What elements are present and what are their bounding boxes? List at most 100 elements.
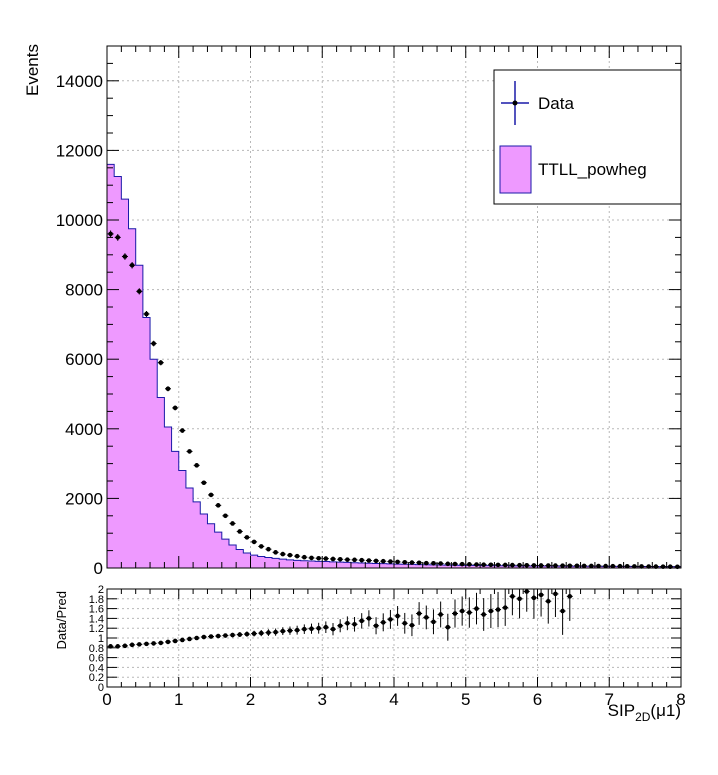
ratio-point-31 [330,623,337,636]
x-tick-label: 7 [605,690,614,709]
data-point-37 [373,558,380,564]
data-point-marker [165,386,171,392]
main-y-tick-label: 10000 [56,211,103,230]
data-point-55 [502,562,509,568]
x-tick-label: 2 [246,690,255,709]
ratio-point-marker [180,637,185,643]
data-point-marker [187,449,192,454]
mc-bin-32 [337,562,344,568]
ratio-point-marker [445,624,451,630]
data-point-49 [459,561,466,567]
data-point-marker [366,558,372,563]
ratio-point-37 [373,617,380,635]
ratio-point-marker [395,613,400,619]
data-point-50 [466,562,473,567]
ratio-point-57 [516,589,523,619]
data-point-marker [596,563,601,569]
data-point-24 [279,551,286,557]
ratio-point-9 [172,638,179,644]
ratio-point-marker [273,629,278,635]
ratio-point-marker [158,640,164,646]
data-point-14 [208,492,215,498]
data-point-marker [452,561,458,567]
x-axis-label-suffix: (μ1) [650,701,681,720]
mc-bin-11 [186,488,193,568]
data-point-62 [552,563,559,568]
data-point-8 [164,386,171,392]
ratio-point-marker [431,619,436,625]
ratio-point-marker [438,612,443,617]
ratio-point-44 [423,605,430,630]
main-plot-panel: 0 2000 4000 6000 8000 10000 12000 14000 Events [23,44,682,578]
ratio-point-39 [387,609,394,629]
legend-entry-data: Data [501,81,574,125]
data-point-65 [573,563,580,569]
mc-bin-24 [279,559,286,568]
data-points-group [107,230,681,570]
x-tick-label: 6 [533,690,542,709]
data-point-marker [287,552,293,558]
ratio-point-15 [215,633,222,639]
data-point-0 [107,230,114,238]
data-point-marker [495,562,501,568]
ratio-point-54 [495,591,502,628]
main-y-tick-label: 14000 [56,72,103,91]
data-point-marker [488,562,494,568]
data-point-51 [473,562,480,567]
ratio-point-marker [545,598,551,604]
ratio-point-marker [481,612,486,617]
ratio-point-marker [524,589,530,594]
data-point-marker [151,341,156,346]
data-point-57 [516,562,523,568]
data-point-marker [610,563,616,569]
ratio-point-30 [322,621,329,634]
data-point-31 [330,556,337,562]
data-point-60 [538,563,545,568]
data-point-marker [280,551,286,557]
ratio-point-43 [416,602,423,625]
ratio-point-marker [151,641,156,646]
mc-bin-34 [351,563,358,568]
data-point-30 [322,556,329,561]
data-point-54 [495,562,502,568]
ratio-point-51 [473,592,480,625]
main-y-axis-label: Events [23,44,42,96]
data-point-marker [624,563,630,569]
data-point-70 [609,563,616,569]
ratio-point-3 [129,642,136,648]
ratio-point-64 [566,589,573,621]
data-point-marker [337,557,343,562]
ratio-point-marker [302,626,307,632]
ratio-y-tick-label: 1.4 [89,613,104,625]
ratio-point-marker [251,631,257,636]
ratio-point-11 [186,636,193,642]
mc-bin-19 [243,553,250,568]
ratio-point-58 [523,589,530,612]
ratio-point-48 [451,599,458,628]
ratio-point-marker [129,642,135,648]
ratio-point-25 [286,626,293,635]
data-point-marker [459,561,465,567]
ratio-point-marker [337,623,343,629]
ratio-point-60 [538,589,545,617]
data-point-11 [186,449,193,454]
ratio-y-tick-label: 0.4 [89,662,104,674]
ratio-point-20 [251,630,258,637]
ratio-point-33 [344,616,351,631]
data-point-23 [272,550,279,555]
main-y-tick-label: 0 [94,559,103,578]
ratio-point-marker [266,630,271,635]
mc-bin-14 [207,524,214,568]
ratio-point-34 [351,616,358,632]
ratio-point-32 [337,619,344,633]
legend-data-marker-icon [512,100,518,106]
data-point-64 [566,563,573,569]
ratio-point-marker [237,632,243,637]
data-point-marker [617,563,623,569]
ratio-point-marker [495,607,501,612]
data-point-marker [581,563,587,569]
data-point-marker [445,561,451,567]
legend-label-ttll-powheg: TTLL_powheg [538,160,647,179]
mc-bin-42 [408,564,415,568]
data-point-27 [301,554,308,560]
